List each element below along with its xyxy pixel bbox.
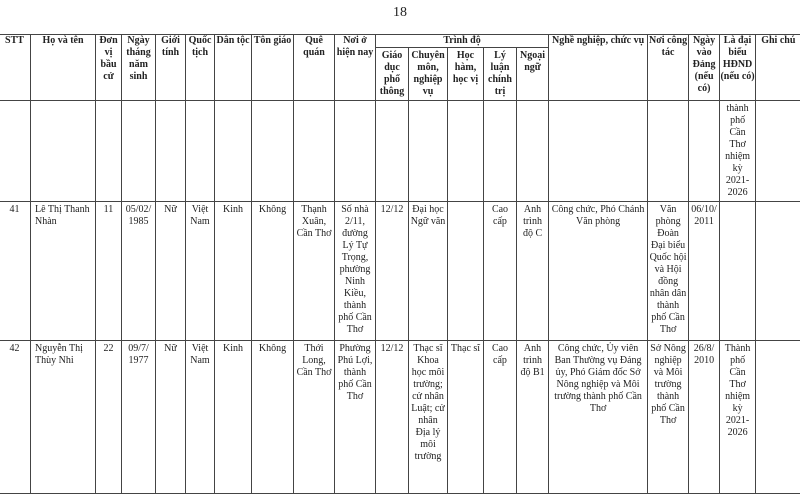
cell-hometown: Thạnh Xuân, Cần Thơ [293,201,335,341]
cell-name: Lê Thị Thanh Nhàn [30,201,96,341]
table-row: 41 Lê Thị Thanh Nhàn 11 05/02/ 1985 Nữ V… [0,201,800,341]
header-nationality: Quốc tịch [185,34,215,101]
header-note: Ghi chú [755,34,800,101]
cell-general-edu: 12/12 [375,201,409,341]
header-religion: Tôn giáo [251,34,294,101]
cell-degree: Thạc sĩ [447,340,484,494]
header-education-group: Trình độ [374,34,550,48]
header-residence: Nơi ở hiện nay [334,34,376,101]
cell-politics: Cao cấp [483,201,517,341]
cell-party-date: 06/10/ 2011 [688,201,721,341]
cell-hdnd [719,201,757,341]
candidate-table: STT Họ và tên Đơn vị bầu cử Ngày tháng n… [0,34,800,494]
cell-party-date: 26/8/ 2010 [688,340,721,494]
header-name: Họ và tên [30,34,96,101]
cell-occupation: Công chức, Ủy viên Ban Thường vụ Đảng ủy… [548,340,649,494]
cell-gender: Nữ [155,201,186,341]
cell-gender: Nữ [155,340,186,494]
page-number: 18 [393,5,407,20]
header-ethnicity: Dân tộc [214,34,252,101]
header-party-date: Ngày vào Đảng (nếu có) [688,34,721,101]
cell-hdnd: Thành phố Cần Thơ nhiệm kỳ 2021-2026 [719,340,757,494]
cell-dob: 09/7/ 1977 [121,340,156,494]
cell-note [755,340,800,494]
header-stt: STT [0,34,31,101]
header-occupation: Nghề nghiệp, chức vụ [548,34,649,101]
cell-degree [447,201,484,341]
header-gender: Giới tính [155,34,186,101]
header-language: Ngoại ngữ [515,47,550,101]
cell-residence: Phường Phú Lợi, thành phố Cần Thơ [334,340,376,494]
cell-residence: Số nhà 2/11, đường Lý Tự Trọng, phường N… [334,201,376,341]
header-row: STT Họ và tên Đơn vị bầu cử Ngày tháng n… [0,34,800,101]
header-hdnd: Là đại biểu HĐND (nếu có) [719,34,757,101]
cell-language: Anh trình độ C [515,201,550,341]
cell-stt: 41 [0,201,31,341]
header-degree: Học hàm, học vị [447,47,484,101]
cell-ethnicity: Kinh [214,340,252,494]
cell-hdnd: thành phố Cần Thơ nhiệm kỳ 2021-2026 [719,100,757,202]
cell-religion: Không [251,340,294,494]
cell-specialty: Đại học Ngữ văn [408,201,448,341]
header-unit: Đơn vị bầu cử [95,34,122,101]
header-hometown: Quê quán [293,34,335,101]
cell-workplace: Văn phòng Đoàn Đại biểu Quốc hội và Hội … [647,201,690,341]
cell-general-edu: 12/12 [375,340,409,494]
cell-nationality: Việt Nam [185,201,215,341]
header-specialty: Chuyên môn, nghiệp vụ [408,47,448,101]
cell-unit: 22 [95,340,122,494]
cell-workplace: Sở Nông nghiệp và Môi trường thành phố C… [647,340,690,494]
cell-language: Anh trình độ B1 [515,340,550,494]
header-dob: Ngày tháng năm sinh [121,34,156,101]
table-row-continuation: thành phố Cần Thơ nhiệm kỳ 2021-2026 [0,100,800,202]
cell-hometown: Thới Long, Cần Thơ [293,340,335,494]
cell-name: Nguyễn Thị Thùy Nhi [30,340,96,494]
cell-ethnicity: Kinh [214,201,252,341]
cell-unit: 11 [95,201,122,341]
cell-politics: Cao cấp [483,340,517,494]
header-general-edu: Giáo dục phổ thông [375,47,409,101]
cell-dob: 05/02/ 1985 [121,201,156,341]
cell-nationality: Việt Nam [185,340,215,494]
header-subrow: Giáo dục phổ thông Chuyên môn, nghiệp vụ… [0,47,800,101]
header-politics: Lý luận chính trị [483,47,517,101]
table-row: 42 Nguyễn Thị Thùy Nhi 22 09/7/ 1977 Nữ … [0,340,800,494]
cell-occupation: Công chức, Phó Chánh Văn phòng [548,201,649,341]
cell-specialty: Thạc sĩ Khoa học môi trường; cử nhân Luậ… [408,340,448,494]
cell-stt: 42 [0,340,31,494]
cell-religion: Không [251,201,294,341]
cell-note [755,201,800,341]
header-workplace: Nơi công tác [647,34,690,101]
